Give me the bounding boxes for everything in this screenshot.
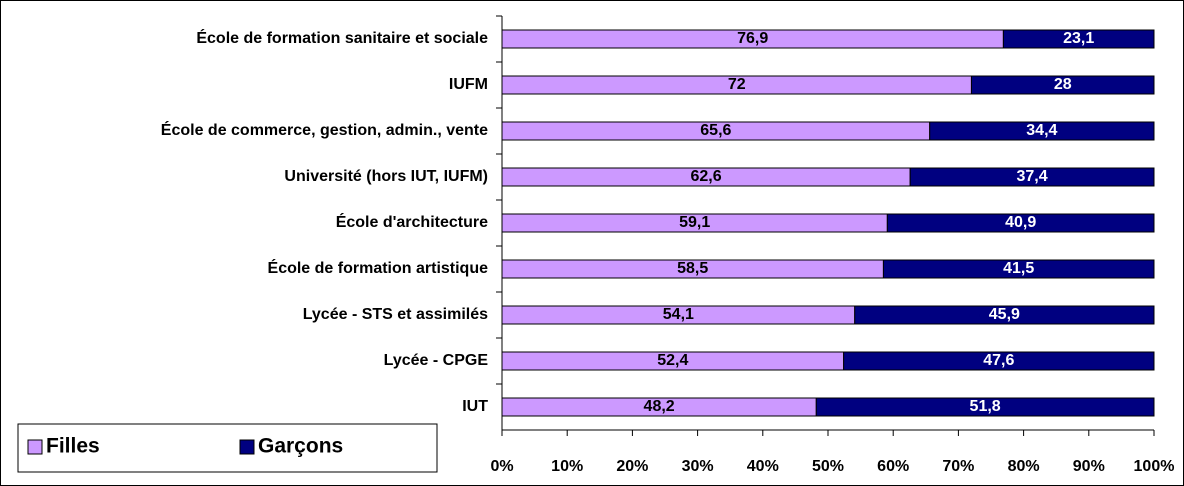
data-label: 62,6 (691, 168, 722, 185)
bar-segment (882, 259, 1155, 279)
data-label: 28 (1054, 76, 1072, 93)
x-tick-label: 60% (877, 458, 909, 475)
bar-segment (815, 397, 1155, 417)
data-label: 76,9 (737, 30, 768, 47)
data-label: 41,5 (1003, 260, 1034, 277)
y-tick-label: IUFM (449, 76, 488, 93)
bar-segment (886, 213, 1155, 233)
data-label: 59,1 (679, 214, 710, 231)
bar-segment (970, 75, 1155, 95)
legend-label: Filles (46, 435, 100, 458)
data-label: 34,4 (1026, 122, 1057, 139)
data-label: 58,5 (677, 260, 708, 277)
legend-label: Garçons (258, 435, 343, 458)
x-tick-label: 30% (682, 458, 714, 475)
data-label: 23,1 (1063, 30, 1094, 47)
legend-swatch (239, 439, 255, 455)
bar-segment (909, 167, 1155, 187)
data-label: 51,8 (970, 398, 1001, 415)
data-label: 47,6 (983, 352, 1014, 369)
x-tick-label: 10% (551, 458, 583, 475)
x-tick-label: 70% (942, 458, 974, 475)
y-tick-label: Lycée - STS et assimilés (303, 306, 488, 323)
y-tick-label: École de formation sanitaire et sociale (196, 28, 488, 47)
x-tick-label: 20% (616, 458, 648, 475)
data-label: 48,2 (644, 398, 675, 415)
x-tick-label: 90% (1073, 458, 1105, 475)
y-tick-label: Lycée - CPGE (384, 352, 489, 369)
data-label: 40,9 (1005, 214, 1036, 231)
x-tick-label: 0% (490, 458, 513, 475)
data-label: 37,4 (1017, 168, 1048, 185)
x-tick-label: 40% (747, 458, 779, 475)
x-tick-label: 100% (1134, 458, 1175, 475)
bar-segment (1002, 29, 1155, 49)
bar-segment (929, 121, 1155, 141)
data-label: 54,1 (663, 306, 694, 323)
x-tick-label: 80% (1008, 458, 1040, 475)
data-label: 52,4 (657, 352, 688, 369)
y-tick-label: IUT (462, 398, 488, 415)
legend-box (17, 423, 438, 473)
data-label: 72 (728, 76, 746, 93)
bar-segment (843, 351, 1155, 371)
y-tick-label: École de commerce, gestion, admin., vent… (161, 120, 488, 139)
bar-segment (854, 305, 1155, 325)
x-tick-label: 50% (812, 458, 844, 475)
y-tick-label: École de formation artistique (268, 258, 489, 277)
data-label: 65,6 (700, 122, 731, 139)
legend-swatch (27, 439, 43, 455)
data-label: 45,9 (989, 306, 1020, 323)
y-tick-label: Université (hors IUT, IUFM) (284, 168, 488, 185)
y-tick-label: École d'architecture (336, 212, 488, 231)
